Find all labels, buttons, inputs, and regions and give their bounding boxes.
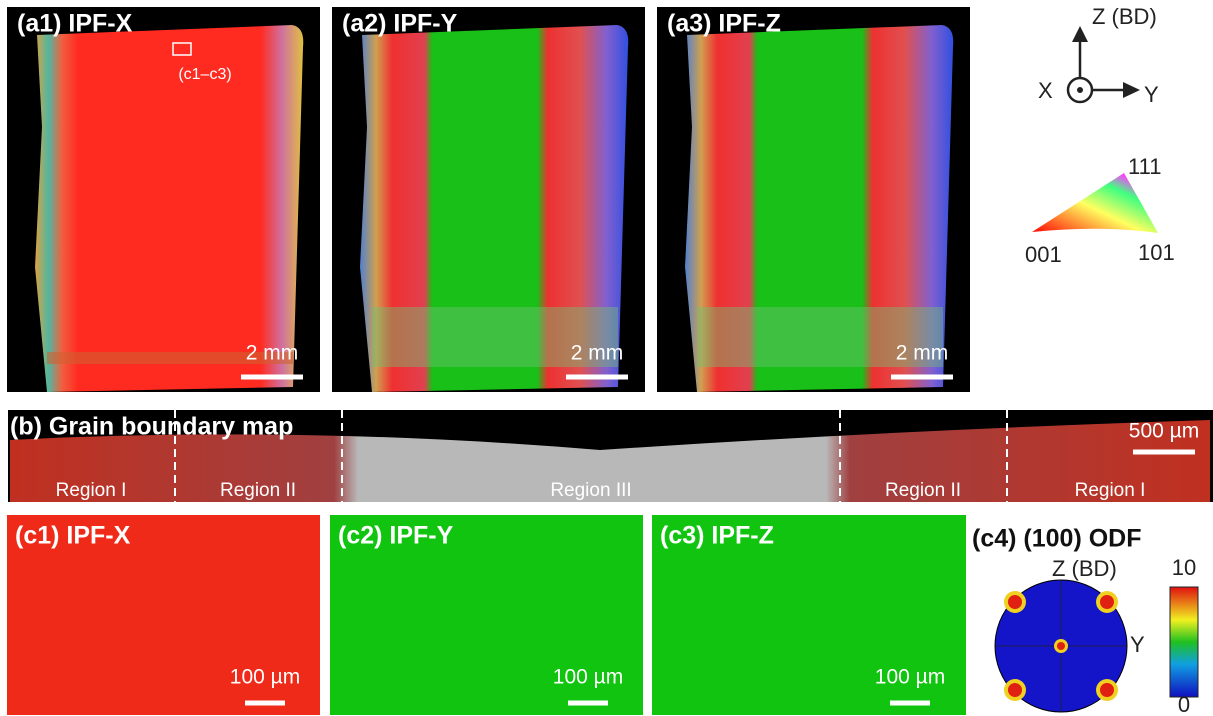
triangle-top: 111 xyxy=(1128,154,1161,179)
panel-label: (c4) (100) ODF xyxy=(972,525,1141,553)
region-label: Region I xyxy=(56,480,127,501)
panel-a3: (a3) IPF-Z 2 mm xyxy=(657,7,970,392)
panel-label: (c2) IPF-Y xyxy=(338,522,454,550)
colorbar-max: 10 xyxy=(1172,555,1196,580)
panel-label: (a2) IPF-Y xyxy=(342,10,458,38)
region-label: Region I xyxy=(1075,480,1146,501)
panel-label: (c1) IPF-X xyxy=(15,522,131,550)
panel-c1: (c1) IPF-X 100 µm xyxy=(7,515,320,715)
triangle-left: 001 xyxy=(1025,242,1062,267)
colorbar-min: 0 xyxy=(1178,692,1190,716)
scale-label: 100 µm xyxy=(875,666,945,689)
scale-label: 2 mm xyxy=(896,342,949,365)
odf-z-label: Z (BD) xyxy=(1052,556,1117,581)
panel-c3: (c3) IPF-Z 100 µm xyxy=(652,515,966,715)
region-label: Region II xyxy=(220,480,296,501)
triangle-right: 101 xyxy=(1138,240,1175,265)
axis-z-label: Z (BD) xyxy=(1092,4,1157,29)
scale-label: 500 µm xyxy=(1129,420,1199,443)
panel-label: (c3) IPF-Z xyxy=(660,522,774,550)
inset-label: (c1–c3) xyxy=(178,66,231,83)
axis-x-label: X xyxy=(1038,78,1053,103)
scale-label: 2 mm xyxy=(246,342,299,365)
region-label: Region II xyxy=(885,480,961,501)
axis-y-label: Y xyxy=(1144,82,1159,107)
axes-sketch xyxy=(1068,26,1140,102)
panel-label: (b) Grain boundary map xyxy=(10,413,293,441)
panel-c2: (c2) IPF-Y 100 µm xyxy=(330,515,643,715)
panel-c4: (c4) (100) ODF Z (BD) Y 10 0 xyxy=(972,525,1198,716)
figure: (c1–c3) (a1) IPF-X 2 mm (a2) IPF-Y 2 mm … xyxy=(0,0,1213,716)
ipf-triangle xyxy=(1032,173,1158,233)
panel-a1: (c1–c3) (a1) IPF-X 2 mm xyxy=(7,7,320,392)
panel-b: (b) Grain boundary map 500 µm Region I R… xyxy=(8,410,1213,502)
panel-a2: (a2) IPF-Y 2 mm xyxy=(332,7,645,392)
scale-label: 100 µm xyxy=(230,666,300,689)
odf-y-label: Y xyxy=(1130,632,1145,657)
panel-label: (a1) IPF-X xyxy=(17,10,133,38)
scale-label: 100 µm xyxy=(553,666,623,689)
panel-label: (a3) IPF-Z xyxy=(667,10,781,38)
scale-label: 2 mm xyxy=(571,342,624,365)
region-label: Region III xyxy=(550,480,631,501)
